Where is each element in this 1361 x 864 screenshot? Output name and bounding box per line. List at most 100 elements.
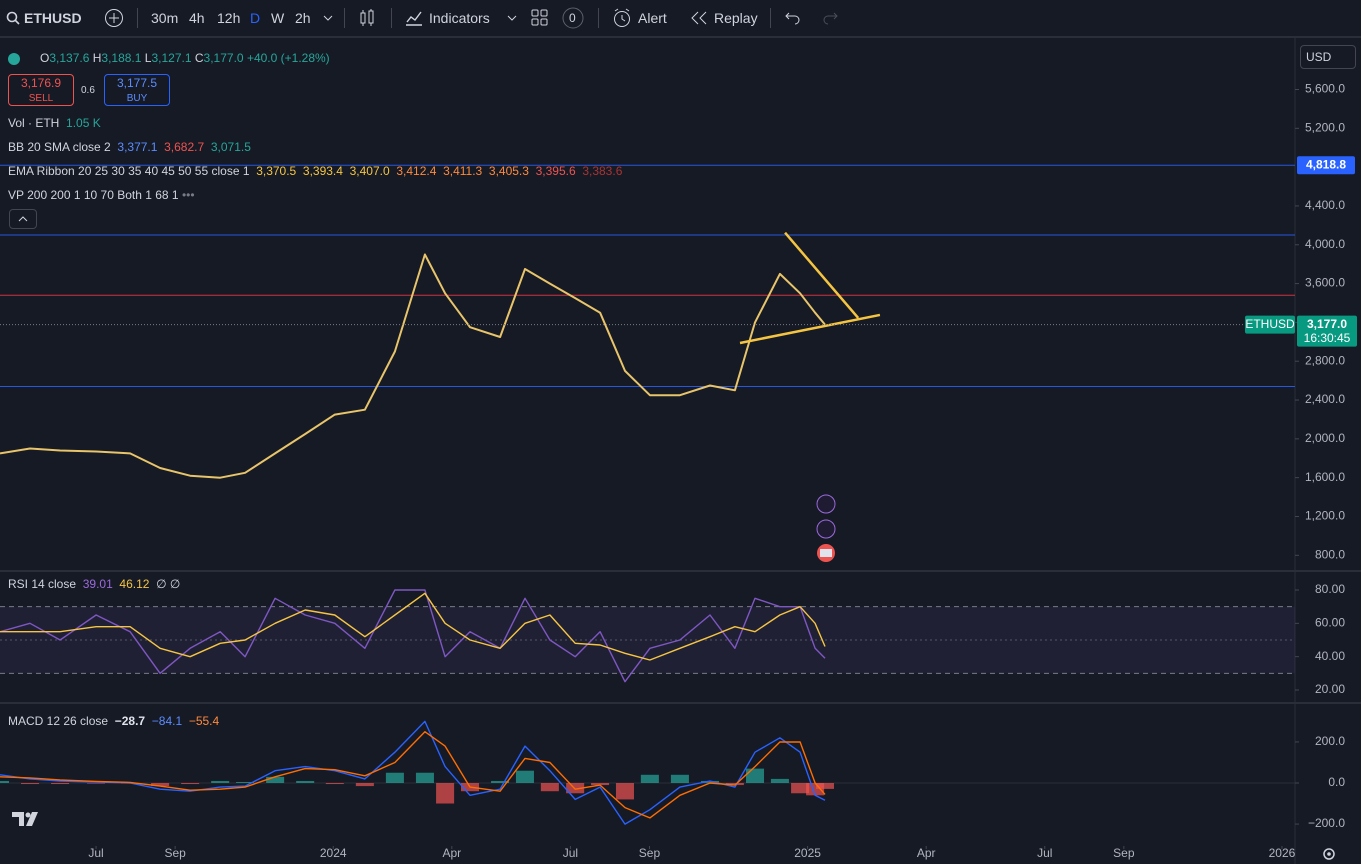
collapse-icon[interactable] <box>10 210 36 228</box>
chevron[interactable] <box>322 13 334 23</box>
count: 0 <box>569 11 576 25</box>
y-tick-label: 5,600.0 <box>1305 82 1345 96</box>
x-tick-label: Sep <box>164 846 186 860</box>
indicator-name: VP 200 200 1 10 70 Both 1 68 1 <box>8 188 179 202</box>
search-icon[interactable] <box>6 11 20 25</box>
indicator-value: 3,407.0 <box>349 164 390 178</box>
indicator-value: 3,370.5 <box>256 164 297 178</box>
symbol-label-box <box>1245 315 1295 334</box>
indicator-value: 3,411.3 <box>443 164 483 178</box>
level-label-box <box>1297 156 1355 175</box>
x-tick-label: 2025 <box>794 846 821 860</box>
y-tick-label: 20.00 <box>1315 682 1345 696</box>
x-tick-label: 2024 <box>320 846 347 860</box>
histogram-bar <box>815 783 835 789</box>
buy-price[interactable]: 3,177.5 <box>116 76 158 90</box>
histogram-bar <box>725 783 744 786</box>
indicator-value: 3,395.6 <box>535 164 576 178</box>
collapse-button[interactable] <box>9 209 37 229</box>
event-icons[interactable] <box>816 494 836 562</box>
ohlc-label: H <box>92 51 102 65</box>
interval[interactable]: 2h <box>295 10 311 26</box>
trendline <box>784 231 860 319</box>
histogram-bar <box>746 768 765 784</box>
bb-legend: BB 20 SMA close 2 3,377.1 3,682.7 3,071.… <box>8 140 251 154</box>
series-line <box>0 720 826 825</box>
y-tick-label: 80.00 <box>1315 582 1345 596</box>
histogram-bar <box>615 783 634 800</box>
histogram-bar <box>355 783 374 787</box>
indicator-value: −84.1 <box>151 714 183 728</box>
indicator-value: 3,377.1 <box>117 140 158 154</box>
chevron[interactable] <box>506 13 518 23</box>
histogram-bar <box>211 780 230 784</box>
x-tick-label: Sep <box>639 846 661 860</box>
alert[interactable]: Alert <box>638 10 667 26</box>
replay[interactable]: Replay <box>714 10 758 26</box>
y-tick-label: 2,000.0 <box>1305 431 1345 445</box>
sell-button[interactable]: 3,176.9 SELL <box>8 74 74 106</box>
histogram-bar <box>385 772 404 784</box>
series-line <box>0 592 826 661</box>
x-tick-label: Sep <box>1113 846 1135 860</box>
tv-logo <box>12 812 38 826</box>
interval[interactable]: 30m <box>151 10 179 26</box>
settings-icon[interactable] <box>1323 848 1335 860</box>
histogram-bar <box>770 778 789 784</box>
y-tick-label: 40.00 <box>1315 649 1345 663</box>
redo[interactable] <box>821 10 839 26</box>
indicator-value: 3,393.4 <box>302 164 343 178</box>
histogram-bar <box>515 770 534 784</box>
level-label: 4,818.8 <box>1306 157 1346 171</box>
histogram-bar <box>21 783 40 785</box>
indicator-value: 1.05 K <box>66 116 101 130</box>
symbol-label: ETHUSD <box>1245 317 1295 331</box>
rsi-legend: RSI 14 close 39.01 46.12 ∅ ∅ <box>8 577 180 591</box>
alert-icon[interactable] <box>612 8 632 28</box>
indicators[interactable]: Indicators <box>429 10 490 26</box>
interval[interactable]: W <box>271 10 285 26</box>
histogram-bar <box>566 783 585 794</box>
price-label-box <box>1297 315 1357 347</box>
indicator-value: 46.12 <box>119 577 150 591</box>
add-symbol[interactable] <box>104 8 124 28</box>
sell-label[interactable]: SELL <box>28 93 54 104</box>
indicator-name: BB 20 SMA close 2 <box>8 140 111 154</box>
y-tick-label: 2,400.0 <box>1305 392 1345 406</box>
count-badge <box>562 7 584 29</box>
currency[interactable]: USD <box>1306 50 1332 64</box>
background <box>0 38 1361 864</box>
buy-label[interactable]: BUY <box>126 93 148 104</box>
toolbar: ETHUSD 30m 4h 12h D W 2h Indicators 0 Al… <box>0 0 1361 38</box>
indicators-icon[interactable] <box>404 8 424 28</box>
change: +40.0 (+1.28%) <box>246 51 330 65</box>
replay-icon[interactable] <box>690 10 708 26</box>
histogram-bar <box>236 781 255 784</box>
vp-legend: VP 200 200 1 10 70 Both 1 68 1 ••• <box>8 188 195 202</box>
y-tick-label: 800.0 <box>1315 547 1345 561</box>
y-tick-label: 4,400.0 <box>1305 198 1345 212</box>
sell-price[interactable]: 3,176.9 <box>20 76 62 90</box>
buy-button[interactable]: 3,177.5 BUY <box>104 74 170 106</box>
interval[interactable]: 12h <box>217 10 241 26</box>
indicator-value: 3,383.6 <box>582 164 623 178</box>
currency-select[interactable]: USD <box>1300 45 1356 69</box>
ohlc-value: 3,188.1 <box>101 51 142 65</box>
y-tick-label: 200.0 <box>1315 734 1345 748</box>
indicator-value: −55.4 <box>188 714 220 728</box>
indicator-name: Vol · ETH <box>8 116 60 130</box>
indicator-value: 3,412.4 <box>396 164 437 178</box>
undo[interactable] <box>784 10 802 26</box>
ohlc-label: C <box>194 51 204 65</box>
chart-type[interactable] <box>357 8 377 28</box>
chart: 800.0 1,200.0 1,600.0 2,000.0 2,400.0 2,800.0… <box>0 38 1361 864</box>
interval[interactable]: 4h <box>189 10 205 26</box>
symbol[interactable]: ETHUSD <box>24 10 82 26</box>
templates[interactable] <box>531 9 549 27</box>
x-tick-label: Apr <box>917 846 936 860</box>
indicator-value: 3,071.5 <box>210 140 251 154</box>
histogram-bar <box>540 783 559 792</box>
series-line <box>0 253 826 479</box>
indicator-name: EMA Ribbon 20 25 30 35 40 45 50 55 close… <box>8 164 250 178</box>
interval[interactable]: D <box>250 10 261 26</box>
